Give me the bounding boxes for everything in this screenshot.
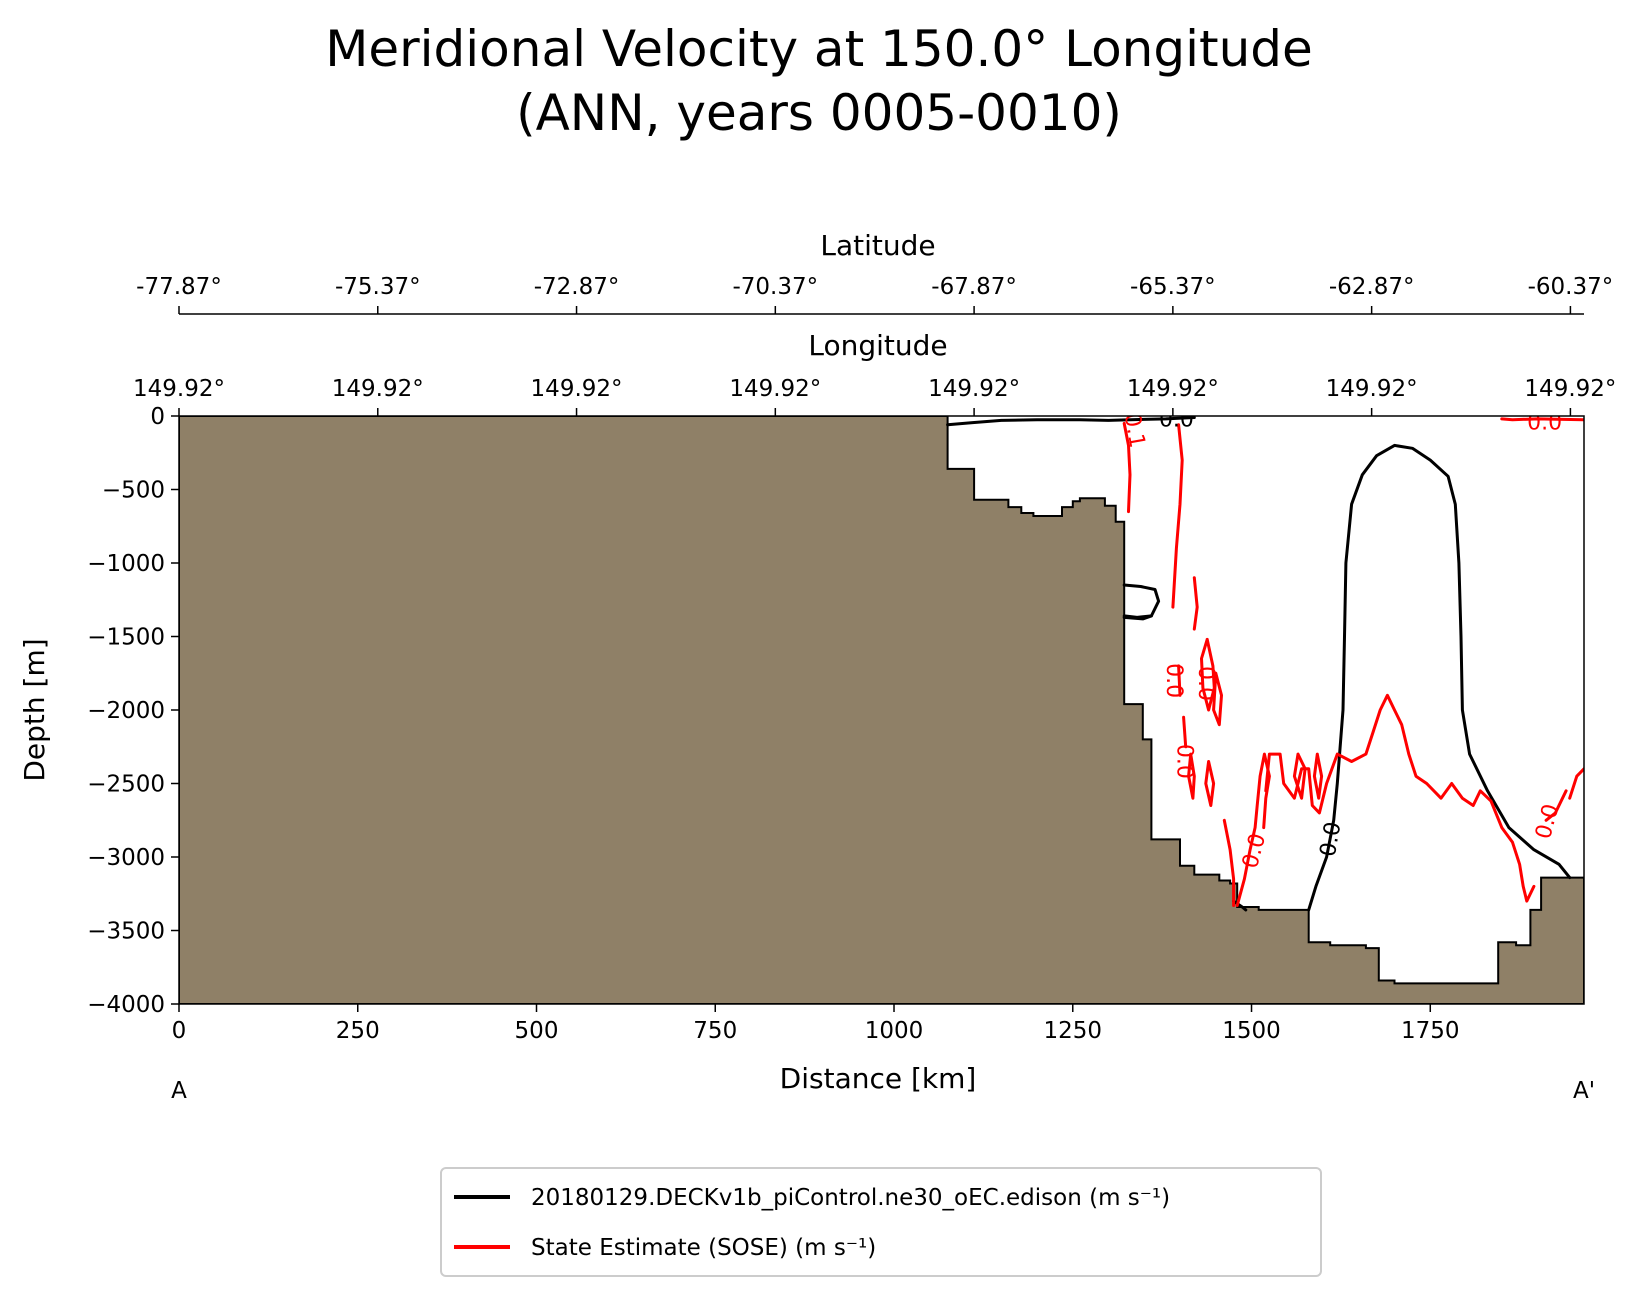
chart-title-line-1: Meridional Velocity at 150.0° Longitude [325,20,1313,78]
contour-line-series-1-4 [1184,717,1186,747]
longitude-tick-label-7: 149.92° [1524,376,1616,402]
longitude-tick-label-3: 149.92° [729,376,821,402]
y-tick-label-1: −500 [102,478,165,504]
x-tick-label-6: 1500 [1222,1018,1281,1044]
y-tick-label-3: −1500 [87,625,165,651]
latitude-tick-label-2: -72.87° [534,274,620,300]
longitude-tick-label-5: 149.92° [1127,376,1219,402]
contour-label-5: 0.0 [1172,744,1197,779]
y-axis-ticks: 0 −500 −1000 −1500 −2000 −2500 −3000 −3500 −4000 [87,404,179,1018]
longitude-ticks: 149.92° 149.92° 149.92° 149.92° 149.92° 149.9… [133,376,1616,416]
y-axis-label: Depth [m] [18,638,51,781]
latitude-tick-label-1: -75.37° [335,274,421,300]
contour-label-4: 0.0 [1193,666,1218,701]
y-tick-label-7: −3500 [87,919,165,945]
contour-label-0: 0.0 [1159,407,1194,432]
x-tick-label-0: 0 [172,1018,187,1044]
chart-figure: Meridional Velocity at 150.0° Longitude … [0,0,1638,1289]
contour-label-8: 0.0 [1527,410,1562,435]
chart-title-line-2: (ANN, years 0005-0010) [516,84,1122,142]
latitude-tick-label-6: -62.87° [1329,274,1415,300]
latitude-axis-label: Latitude [820,229,935,262]
latitude-tick-label-3: -70.37° [732,274,818,300]
legend-label-model: 20180129.DECKv1b_piControl.ne30_oEC.edis… [531,1185,1170,1211]
x-axis-label: Distance [km] [780,1062,977,1095]
latitude-ticks: -77.87° -75.37° -72.87° -70.37° -67.87° -65.3… [136,274,1613,314]
y-tick-label-5: −2500 [87,772,165,798]
longitude-tick-label-6: 149.92° [1326,376,1418,402]
y-tick-label-8: −4000 [87,992,165,1018]
longitude-tick-label-2: 149.92° [531,376,623,402]
x-tick-label-2: 500 [515,1018,559,1044]
y-tick-label-6: −3000 [87,845,165,871]
section-start-label: A [171,1078,187,1104]
longitude-tick-label-0: 149.92° [133,376,225,402]
x-tick-label-4: 1000 [865,1018,924,1044]
legend: 20180129.DECKv1b_piControl.ne30_oEC.edis… [441,1168,1321,1276]
y-tick-label-2: −1000 [87,551,165,577]
x-tick-label-3: 750 [693,1018,737,1044]
longitude-tick-label-4: 149.92° [928,376,1020,402]
x-axis-ticks: 0 250 500 750 1000 1250 1500 1750 [172,1004,1460,1044]
x-tick-label-1: 250 [336,1018,380,1044]
y-tick-label-0: 0 [150,404,165,430]
latitude-tick-label-7: -60.37° [1528,274,1614,300]
latitude-tick-label-0: -77.87° [136,274,222,300]
longitude-tick-label-1: 149.92° [332,376,424,402]
latitude-tick-label-4: -67.87° [931,274,1017,300]
x-tick-label-7: 1750 [1401,1018,1460,1044]
contour-label-3: 0.0 [1161,663,1186,698]
legend-label-sose: State Estimate (SOSE) (m s⁻¹) [531,1235,876,1261]
latitude-tick-label-5: -65.37° [1130,274,1216,300]
x-tick-label-5: 1250 [1043,1018,1102,1044]
y-tick-label-4: −2000 [87,698,165,724]
section-end-label: A' [1573,1078,1595,1104]
longitude-axis-label: Longitude [808,329,947,362]
